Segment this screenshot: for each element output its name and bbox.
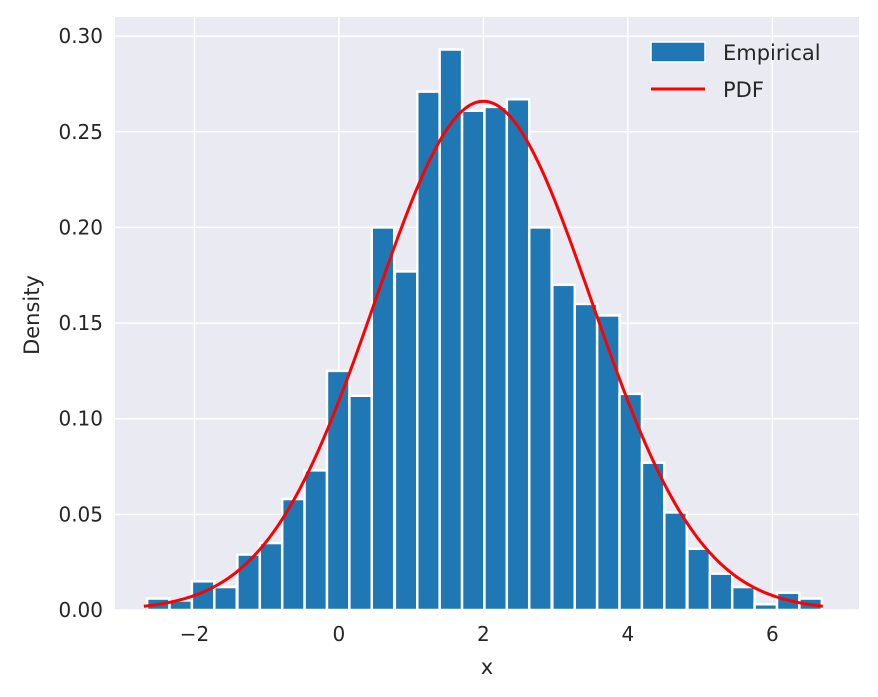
histogram-bar [416, 90, 441, 612]
histogram-bar [483, 105, 509, 612]
legend-empirical-swatch [650, 41, 706, 63]
pdf-line [143, 99, 824, 608]
histogram-bar [640, 461, 666, 612]
histogram-bar [753, 603, 779, 612]
y-tick-label: 0.30 [58, 24, 103, 48]
histogram-bar [213, 585, 238, 612]
y-tick-label: 0.05 [58, 502, 103, 526]
histogram-bar [348, 394, 374, 612]
histogram-bar [595, 314, 621, 612]
y-tick-label: 0.00 [58, 598, 103, 622]
histogram-bar [527, 226, 553, 612]
histogram-bar [551, 283, 577, 612]
histogram-bar [393, 270, 419, 612]
x-tick-label: −2 [180, 622, 209, 646]
histogram-bar [505, 98, 531, 612]
legend-pdf-label: PDF [723, 78, 764, 102]
x-tick-label: 0 [333, 622, 346, 646]
y-axis-label: Density [20, 275, 44, 355]
x-axis-ticks: −2 0 2 4 6 [180, 622, 779, 646]
x-tick-label: 6 [766, 622, 779, 646]
y-tick-label: 0.20 [58, 215, 103, 239]
histogram-bar [730, 585, 756, 612]
histogram-bars [145, 48, 824, 612]
histogram-bar [370, 226, 396, 612]
histogram-bar [573, 302, 599, 612]
y-tick-label: 0.10 [58, 407, 103, 431]
x-tick-label: 2 [477, 622, 490, 646]
legend: Empirical PDF [650, 41, 821, 102]
x-tick-label: 4 [621, 622, 634, 646]
y-tick-label: 0.15 [58, 311, 103, 335]
histogram-bar [303, 469, 329, 612]
x-axis-label: x [481, 655, 493, 679]
histogram-bar [708, 572, 734, 612]
y-axis-ticks: 0.00 0.05 0.10 0.15 0.20 0.25 0.30 [58, 24, 103, 622]
y-tick-label: 0.25 [58, 120, 103, 144]
legend-empirical-label: Empirical [723, 41, 821, 65]
histogram-bar [663, 511, 689, 612]
histogram-bar [460, 109, 486, 612]
histogram-bar [258, 541, 284, 612]
histogram-bar [686, 547, 712, 612]
